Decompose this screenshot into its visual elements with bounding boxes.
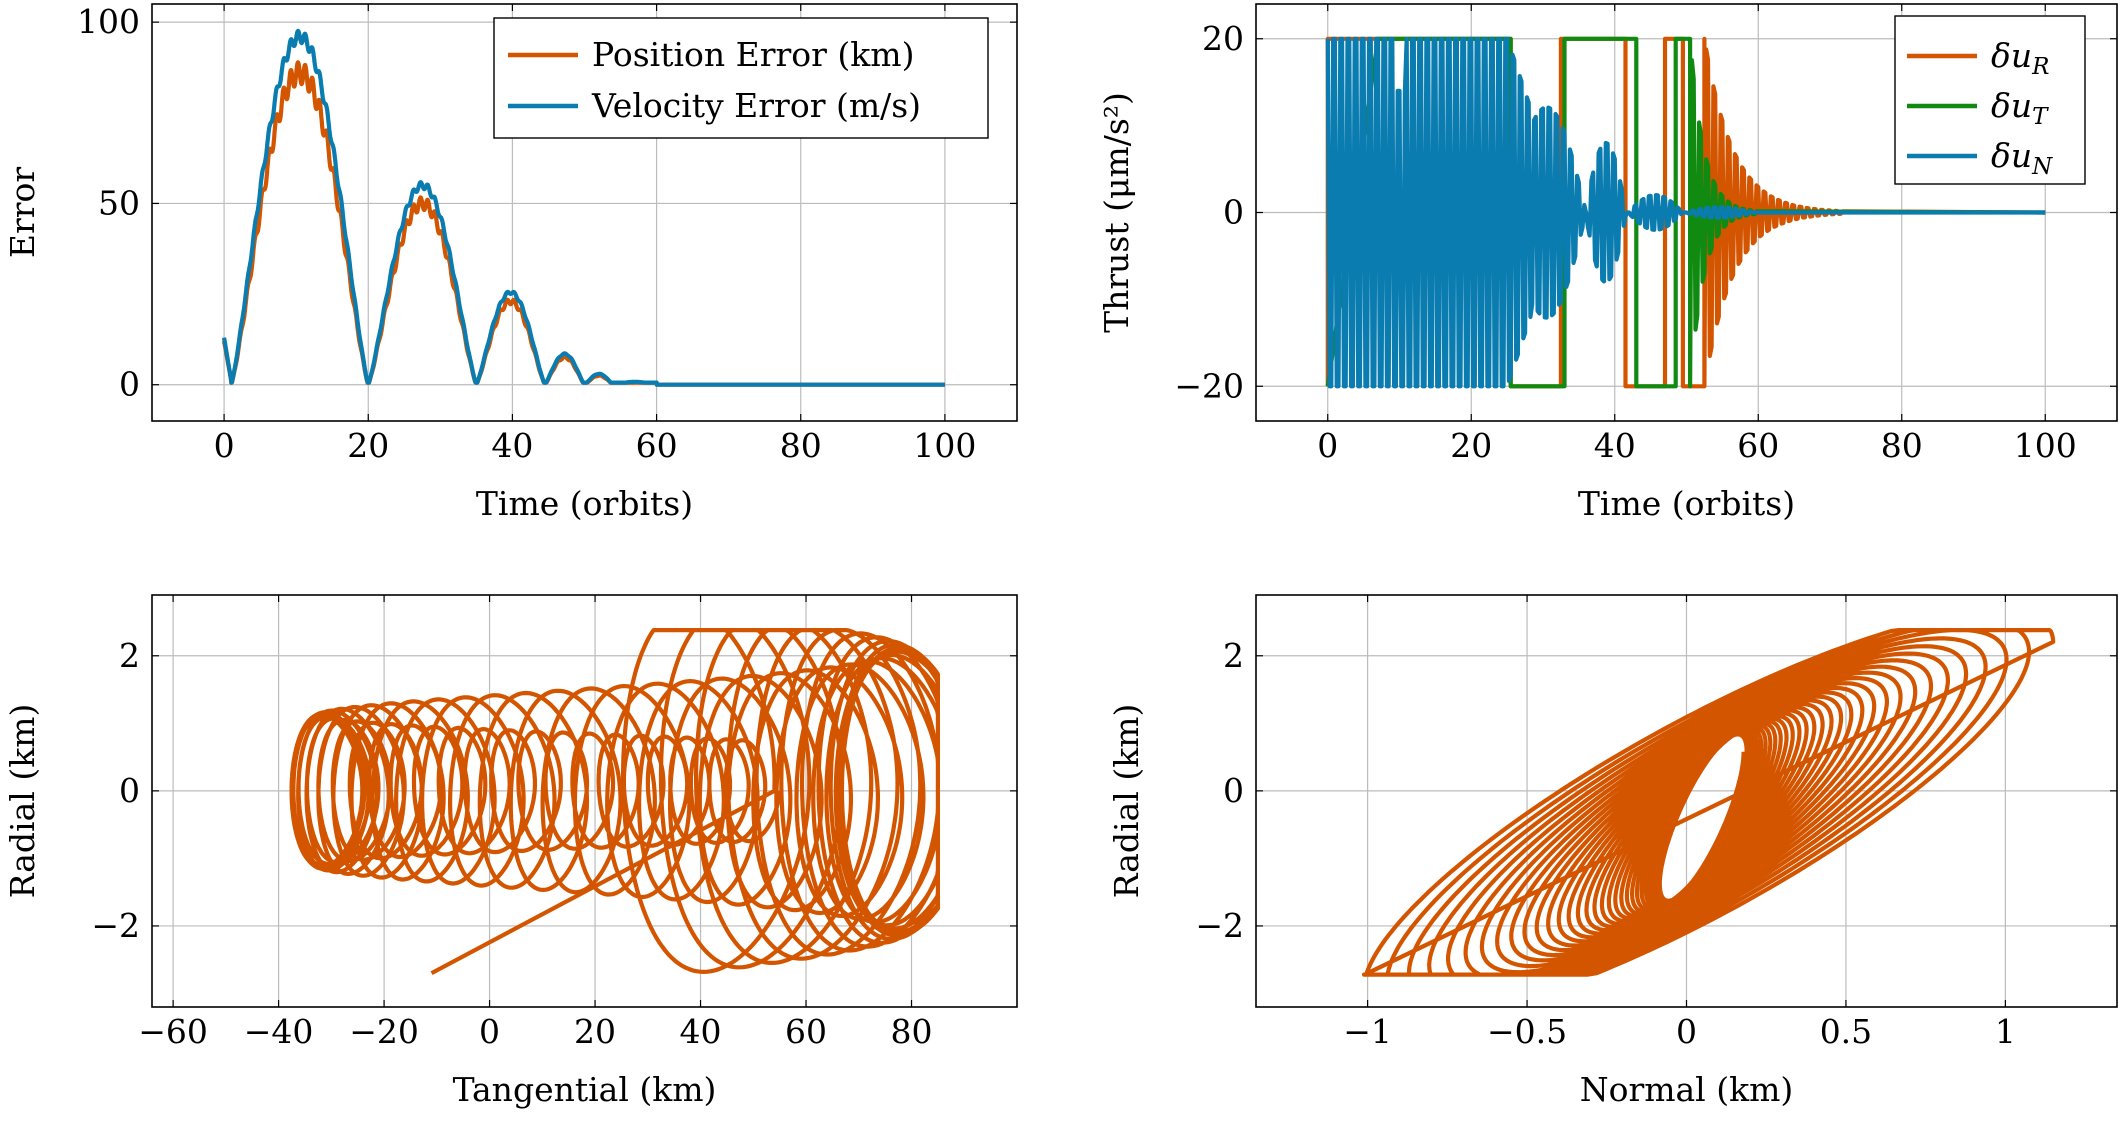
legend-label-velocity-error: Velocity Error (m/s) <box>591 86 921 125</box>
rn-x-tick-label: −1 <box>1343 1012 1392 1051</box>
error-x-tick-label: 0 <box>214 426 235 465</box>
rt-x-tick-label: 0 <box>479 1012 500 1051</box>
legend-label-du-r: δuR <box>1991 36 2049 80</box>
rn-y-tick-label: −2 <box>1195 906 1244 945</box>
rn-x-tick-label: −0.5 <box>1487 1012 1567 1051</box>
rn-x-tick-label: 1 <box>1995 1012 2016 1051</box>
legend-label-du-n: δuN <box>1991 136 2053 180</box>
thrust-x-tick-label: 40 <box>1594 426 1636 465</box>
rt-y-tick-label: 2 <box>119 636 140 675</box>
thrust-x-tick-label: 0 <box>1317 426 1338 465</box>
error-chart: 0 20 40 60 80 100 0 50 100 Time (orbits) Error P… <box>3 2 1018 523</box>
rn-series-line-trajectory <box>1361 628 2056 977</box>
rn-y-tick-label: 2 <box>1223 636 1244 675</box>
error-tick-labels: 0 20 40 60 80 100 0 50 100 <box>77 2 1017 465</box>
error-y-axis-label: Error <box>3 167 42 259</box>
error-x-axis-label: Time (orbits) <box>476 484 693 523</box>
rt-plot-frame <box>151 594 1018 1008</box>
rt-x-tick-label: −20 <box>349 1012 419 1051</box>
error-plot-frame <box>151 3 1018 422</box>
rt-y-tick-label: −2 <box>91 906 140 945</box>
rt-x-tick-label: 60 <box>785 1012 827 1051</box>
rt-y-axis-label: Radial (km) <box>3 704 42 899</box>
rn-x-tick-label: 0 <box>1676 1012 1697 1051</box>
thrust-x-axis-label: Time (orbits) <box>1578 484 1795 523</box>
rt-x-tick-label: −60 <box>138 1012 208 1051</box>
legend-label-position-error: Position Error (km) <box>592 35 914 74</box>
thrust-series-lines <box>1325 36 2046 389</box>
thrust-x-tick-label: 100 <box>2014 426 2077 465</box>
error-x-tick-label: 100 <box>913 426 976 465</box>
error-series-line-velocity <box>222 28 947 387</box>
error-series-lines <box>222 28 947 387</box>
error-legend: Position Error (km) Velocity Error (m/s) <box>493 17 989 139</box>
error-x-tick-label: 20 <box>347 426 389 465</box>
error-x-tick-label: 80 <box>780 426 822 465</box>
thrust-tick-labels: 0 20 40 60 80 100 −20 0 20 <box>1174 4 2117 465</box>
rt-x-tick-label: 80 <box>891 1012 933 1051</box>
rn-series-lines <box>1361 628 2056 977</box>
thrust-y-tick-label: 20 <box>1202 19 1244 58</box>
error-legend-box <box>493 17 989 139</box>
rt-x-tick-label: 40 <box>680 1012 722 1051</box>
rn-x-tick-label: 0.5 <box>1820 1012 1872 1051</box>
rt-x-tick-label: −40 <box>244 1012 314 1051</box>
thrust-x-tick-label: 80 <box>1881 426 1923 465</box>
rn-x-axis-label: Normal (km) <box>1580 1070 1794 1109</box>
error-y-tick-label: 0 <box>119 365 140 404</box>
thrust-legend-box <box>1894 15 2086 185</box>
rt-tick-labels: −60 −40 −20 0 20 40 60 80−202 <box>91 595 1017 1051</box>
thrust-y-tick-label: −20 <box>1174 366 1244 405</box>
radial-tangential-chart: −60 −40 −20 0 20 40 60 80−202 Tangential (km) R… <box>3 594 1018 1109</box>
thrust-y-tick-label: 0 <box>1223 193 1244 232</box>
legend-label-du-t: δuT <box>1991 86 2049 130</box>
error-y-tick-label: 100 <box>77 2 140 41</box>
radial-normal-chart: −1 −0.5 0 0.5 1 −2 0 2 Normal (km) Radial (km) <box>1107 594 2118 1109</box>
error-x-tick-label: 40 <box>491 426 533 465</box>
rn-tick-labels: −1 −0.5 0 0.5 1 −2 0 2 <box>1195 595 2117 1051</box>
thrust-legend: δuR δuT δuN <box>1894 15 2086 185</box>
error-x-tick-label: 60 <box>636 426 678 465</box>
rn-y-tick-label: 0 <box>1223 771 1244 810</box>
thrust-x-tick-label: 60 <box>1737 426 1779 465</box>
rt-x-axis-label: Tangential (km) <box>453 1070 717 1109</box>
rt-series-lines <box>289 628 940 976</box>
thrust-y-axis-label: Thrust (μm/s²) <box>1097 92 1136 333</box>
rt-y-tick-label: 0 <box>119 771 140 810</box>
error-y-tick-label: 50 <box>98 183 140 222</box>
rt-series-line-trajectory <box>289 628 940 976</box>
rn-y-axis-label: Radial (km) <box>1107 704 1146 899</box>
thrust-x-tick-label: 20 <box>1450 426 1492 465</box>
thrust-series-line-du-n <box>1325 36 2046 389</box>
thrust-chart: 0 20 40 60 80 100 −20 0 20 Time (orbits) Thrust … <box>1097 3 2118 523</box>
rt-x-tick-label: 20 <box>574 1012 616 1051</box>
